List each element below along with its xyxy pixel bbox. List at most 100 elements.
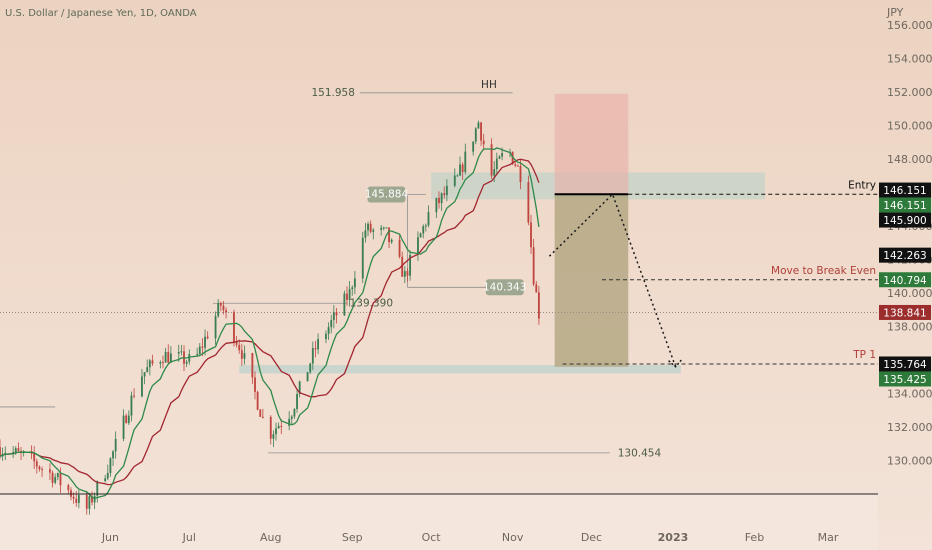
candle-body <box>456 175 459 177</box>
price-tick: 138.000 <box>887 321 932 334</box>
price-box-140[interactable] <box>485 279 524 296</box>
candle-body <box>530 222 532 248</box>
price-label-box <box>879 182 931 198</box>
candle-body <box>240 350 243 359</box>
candle-body <box>501 153 504 157</box>
candle-body <box>385 227 388 229</box>
candle-body <box>114 438 117 452</box>
time-tick: Jun <box>101 531 119 544</box>
candle-body <box>275 428 277 435</box>
candle-body <box>419 233 422 238</box>
candle-body <box>309 363 312 373</box>
candle-body <box>519 166 522 183</box>
price-box-145[interactable] <box>367 186 406 203</box>
candle-body <box>367 223 369 231</box>
candle-body <box>353 278 356 288</box>
candle-body <box>424 225 427 227</box>
candle-body <box>422 226 425 234</box>
candle-body <box>133 395 135 397</box>
candle-body <box>269 416 272 439</box>
candle-body <box>259 409 262 417</box>
candle-body <box>49 469 51 473</box>
time-tick: 2023 <box>658 531 689 544</box>
candle-body <box>382 227 385 229</box>
time-tick: Aug <box>260 531 281 544</box>
candle-body <box>401 256 404 277</box>
annotations-layer: HH 151.958 139.390 130.454 145.884 140.3… <box>311 79 876 460</box>
time-tick: Sep <box>342 531 363 544</box>
chart-title: U.S. Dollar / Japanese Yen, 1D, OANDA <box>5 8 197 19</box>
candle-body <box>427 212 430 226</box>
candle-body <box>54 477 57 483</box>
candle-body <box>477 122 480 129</box>
candle-body <box>332 312 335 321</box>
candle-body <box>327 327 330 334</box>
candle-body <box>146 367 149 373</box>
candle-body <box>390 239 393 243</box>
candle-body <box>472 141 475 152</box>
candle-body <box>453 175 456 186</box>
candle-body <box>169 353 172 363</box>
price-tick: 152.000 <box>887 86 932 99</box>
candle-body <box>440 193 443 204</box>
candle-body <box>443 193 446 196</box>
candle-body <box>141 376 143 397</box>
candle-body <box>198 346 201 354</box>
candle-body <box>88 496 91 509</box>
candle-body <box>532 247 535 285</box>
time-tick: Mar <box>818 531 839 544</box>
candle-body <box>251 353 254 378</box>
candle-body <box>164 351 167 363</box>
projection-path <box>548 192 677 367</box>
candle-body <box>493 169 496 176</box>
stop-loss-zone[interactable] <box>554 93 629 195</box>
candle-body <box>480 122 482 141</box>
price-label-text: 146.151 <box>883 200 926 212</box>
candle-body <box>330 320 333 328</box>
price-tick: 130.000 <box>887 455 932 468</box>
candle-body <box>219 303 222 306</box>
candle-body <box>38 466 41 470</box>
candle-body <box>256 391 259 410</box>
high-price-label: 151.958 <box>311 87 354 99</box>
candle-body <box>122 415 125 439</box>
candle-body <box>204 336 206 348</box>
support-zone[interactable] <box>239 365 681 374</box>
candle-body <box>143 372 146 377</box>
candle-body <box>498 156 501 159</box>
candle-body <box>490 144 493 176</box>
price-tick: 134.000 <box>887 388 932 401</box>
candle-body <box>261 416 264 418</box>
candle-body <box>14 448 17 452</box>
time-tick: Nov <box>502 531 524 544</box>
candle-body <box>167 351 170 363</box>
candle-body <box>125 415 128 424</box>
break-even-label: Move to Break Even <box>771 265 876 277</box>
candle-body <box>409 254 412 276</box>
candle-body <box>527 182 530 223</box>
time-axis[interactable]: Jun Jul Aug Sep Oct Nov Dec 2023 Feb Mar <box>101 531 839 544</box>
candle-body <box>380 227 383 230</box>
candle-body <box>196 353 199 355</box>
price-label-text: 140.794 <box>883 275 927 287</box>
time-tick: Oct <box>422 531 442 544</box>
low-price-label: 130.454 <box>618 447 662 459</box>
candle-body <box>364 230 367 238</box>
candle-body <box>435 197 438 213</box>
moving-average-slow <box>0 158 540 486</box>
candle-body <box>461 164 464 173</box>
price-box-145-label: 145.884 <box>365 189 409 201</box>
candle-body <box>516 165 519 167</box>
price-label-box <box>879 212 931 228</box>
candle-body <box>214 316 217 339</box>
candle-body <box>343 293 346 316</box>
price-tick: 150.000 <box>887 120 932 133</box>
zones-layer <box>239 93 765 374</box>
candle-body <box>288 418 291 426</box>
candle-body <box>346 293 348 300</box>
candle-body <box>0 447 1 457</box>
candle-body <box>201 346 204 348</box>
take-profit-zone[interactable] <box>554 194 629 367</box>
